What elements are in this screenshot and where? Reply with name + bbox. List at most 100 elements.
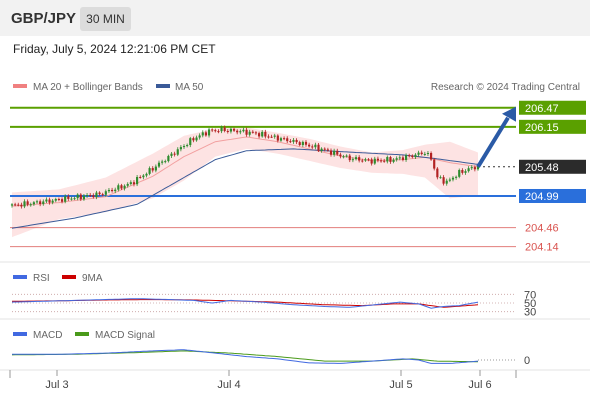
candle-body bbox=[467, 168, 470, 172]
candle-body bbox=[195, 137, 198, 141]
resistance-label-box bbox=[519, 100, 586, 115]
candle-body bbox=[348, 155, 351, 161]
candle-body bbox=[17, 204, 20, 206]
resistance-label: 206.15 bbox=[525, 122, 559, 134]
candle-body bbox=[404, 155, 408, 160]
candle-body bbox=[64, 196, 67, 202]
candle-body bbox=[448, 179, 451, 181]
candle-body bbox=[408, 155, 411, 157]
candle-body bbox=[232, 128, 236, 131]
candle-body bbox=[398, 157, 401, 159]
x-axis-label: Jul 4 bbox=[217, 379, 240, 391]
candle-body bbox=[10, 204, 14, 206]
candle-body bbox=[323, 148, 326, 150]
candle-body bbox=[358, 157, 361, 161]
rsi-line bbox=[11, 298, 479, 309]
legend-label: MACD bbox=[33, 330, 62, 341]
candle-body bbox=[186, 145, 189, 147]
projection-arrowhead bbox=[502, 106, 516, 122]
legend-swatch-rsi bbox=[13, 275, 27, 279]
candle-body bbox=[367, 159, 370, 161]
candle-body bbox=[45, 199, 48, 202]
candle-body bbox=[436, 168, 439, 178]
candle-body bbox=[117, 185, 120, 190]
candle-body bbox=[170, 153, 173, 156]
candle-body bbox=[151, 168, 154, 171]
candle-body bbox=[70, 198, 73, 200]
candle-body bbox=[248, 131, 251, 135]
candle-body bbox=[51, 200, 54, 203]
candle-body bbox=[276, 135, 279, 141]
pivot-label: 204.14 bbox=[525, 242, 559, 254]
candle-body bbox=[445, 180, 448, 184]
candle-body bbox=[142, 175, 145, 178]
candle-body bbox=[48, 199, 51, 203]
x-axis-label: Jul 3 bbox=[45, 379, 68, 391]
legend-label: MACD Signal bbox=[95, 330, 155, 341]
top-toolbar: GBP/JPY 30 MIN bbox=[0, 0, 590, 36]
candle-body bbox=[236, 130, 239, 133]
candle-body bbox=[333, 150, 336, 155]
candle-body bbox=[336, 150, 339, 155]
candle-body bbox=[414, 154, 417, 158]
candle-body bbox=[176, 149, 179, 155]
candle-body bbox=[429, 152, 433, 160]
candle-body bbox=[370, 159, 373, 164]
candle-body bbox=[283, 138, 286, 140]
rsi-tick-label: 70 bbox=[524, 289, 536, 301]
x-axis-label: Jul 6 bbox=[468, 379, 491, 391]
legend-label: MA 20 + Bollinger Bands bbox=[33, 82, 143, 93]
candle-body bbox=[39, 201, 42, 205]
candle-body bbox=[220, 127, 223, 132]
ma50-line bbox=[11, 148, 479, 229]
candle-body bbox=[123, 185, 126, 189]
candle-body bbox=[145, 173, 148, 176]
candle-body bbox=[311, 146, 314, 148]
candle-body bbox=[458, 170, 461, 177]
candle-body bbox=[289, 141, 292, 143]
candle-body bbox=[364, 159, 367, 161]
legend-label: MA 50 bbox=[175, 82, 204, 93]
candle-body bbox=[95, 192, 98, 198]
candle-body bbox=[20, 204, 23, 207]
candle-body bbox=[301, 141, 304, 146]
candle-body bbox=[73, 198, 76, 200]
x-axis-label: Jul 5 bbox=[389, 379, 412, 391]
candle-body bbox=[23, 201, 26, 207]
candle-body bbox=[157, 162, 161, 167]
candle-body bbox=[98, 192, 101, 195]
last-price-box bbox=[519, 159, 586, 174]
candle-body bbox=[395, 158, 398, 160]
candle-body bbox=[201, 132, 204, 136]
candle-body bbox=[264, 131, 267, 137]
candle-body bbox=[167, 155, 170, 162]
macd-tick-label: 0 bbox=[524, 355, 530, 367]
candle-body bbox=[379, 160, 383, 162]
candle-body bbox=[295, 139, 298, 143]
candle-body bbox=[455, 176, 458, 178]
candle-body bbox=[473, 167, 476, 170]
support-label-box bbox=[519, 188, 586, 203]
candle-body bbox=[389, 157, 392, 162]
candle-body bbox=[245, 129, 248, 135]
candle-body bbox=[251, 131, 254, 133]
candle-body bbox=[126, 183, 129, 186]
candle-body bbox=[207, 129, 211, 136]
candle-body bbox=[79, 194, 82, 200]
candle-body bbox=[136, 177, 139, 185]
candle-body bbox=[104, 191, 107, 195]
legend-swatch-ma20 bbox=[13, 84, 27, 88]
timestamp: Friday, July 5, 2024 12:21:06 PM CET bbox=[13, 42, 216, 56]
candle-body bbox=[92, 195, 95, 198]
candle-body bbox=[57, 198, 61, 200]
candle-body bbox=[239, 131, 242, 133]
candle-body bbox=[26, 201, 29, 205]
candle-body bbox=[373, 158, 376, 164]
interval-button[interactable]: 30 MIN bbox=[80, 7, 131, 31]
legend-label: RSI bbox=[33, 273, 50, 284]
last-price-label: 205.48 bbox=[525, 162, 559, 174]
candle-body bbox=[292, 139, 295, 142]
candle-body bbox=[229, 128, 233, 132]
candle-body bbox=[42, 201, 45, 205]
